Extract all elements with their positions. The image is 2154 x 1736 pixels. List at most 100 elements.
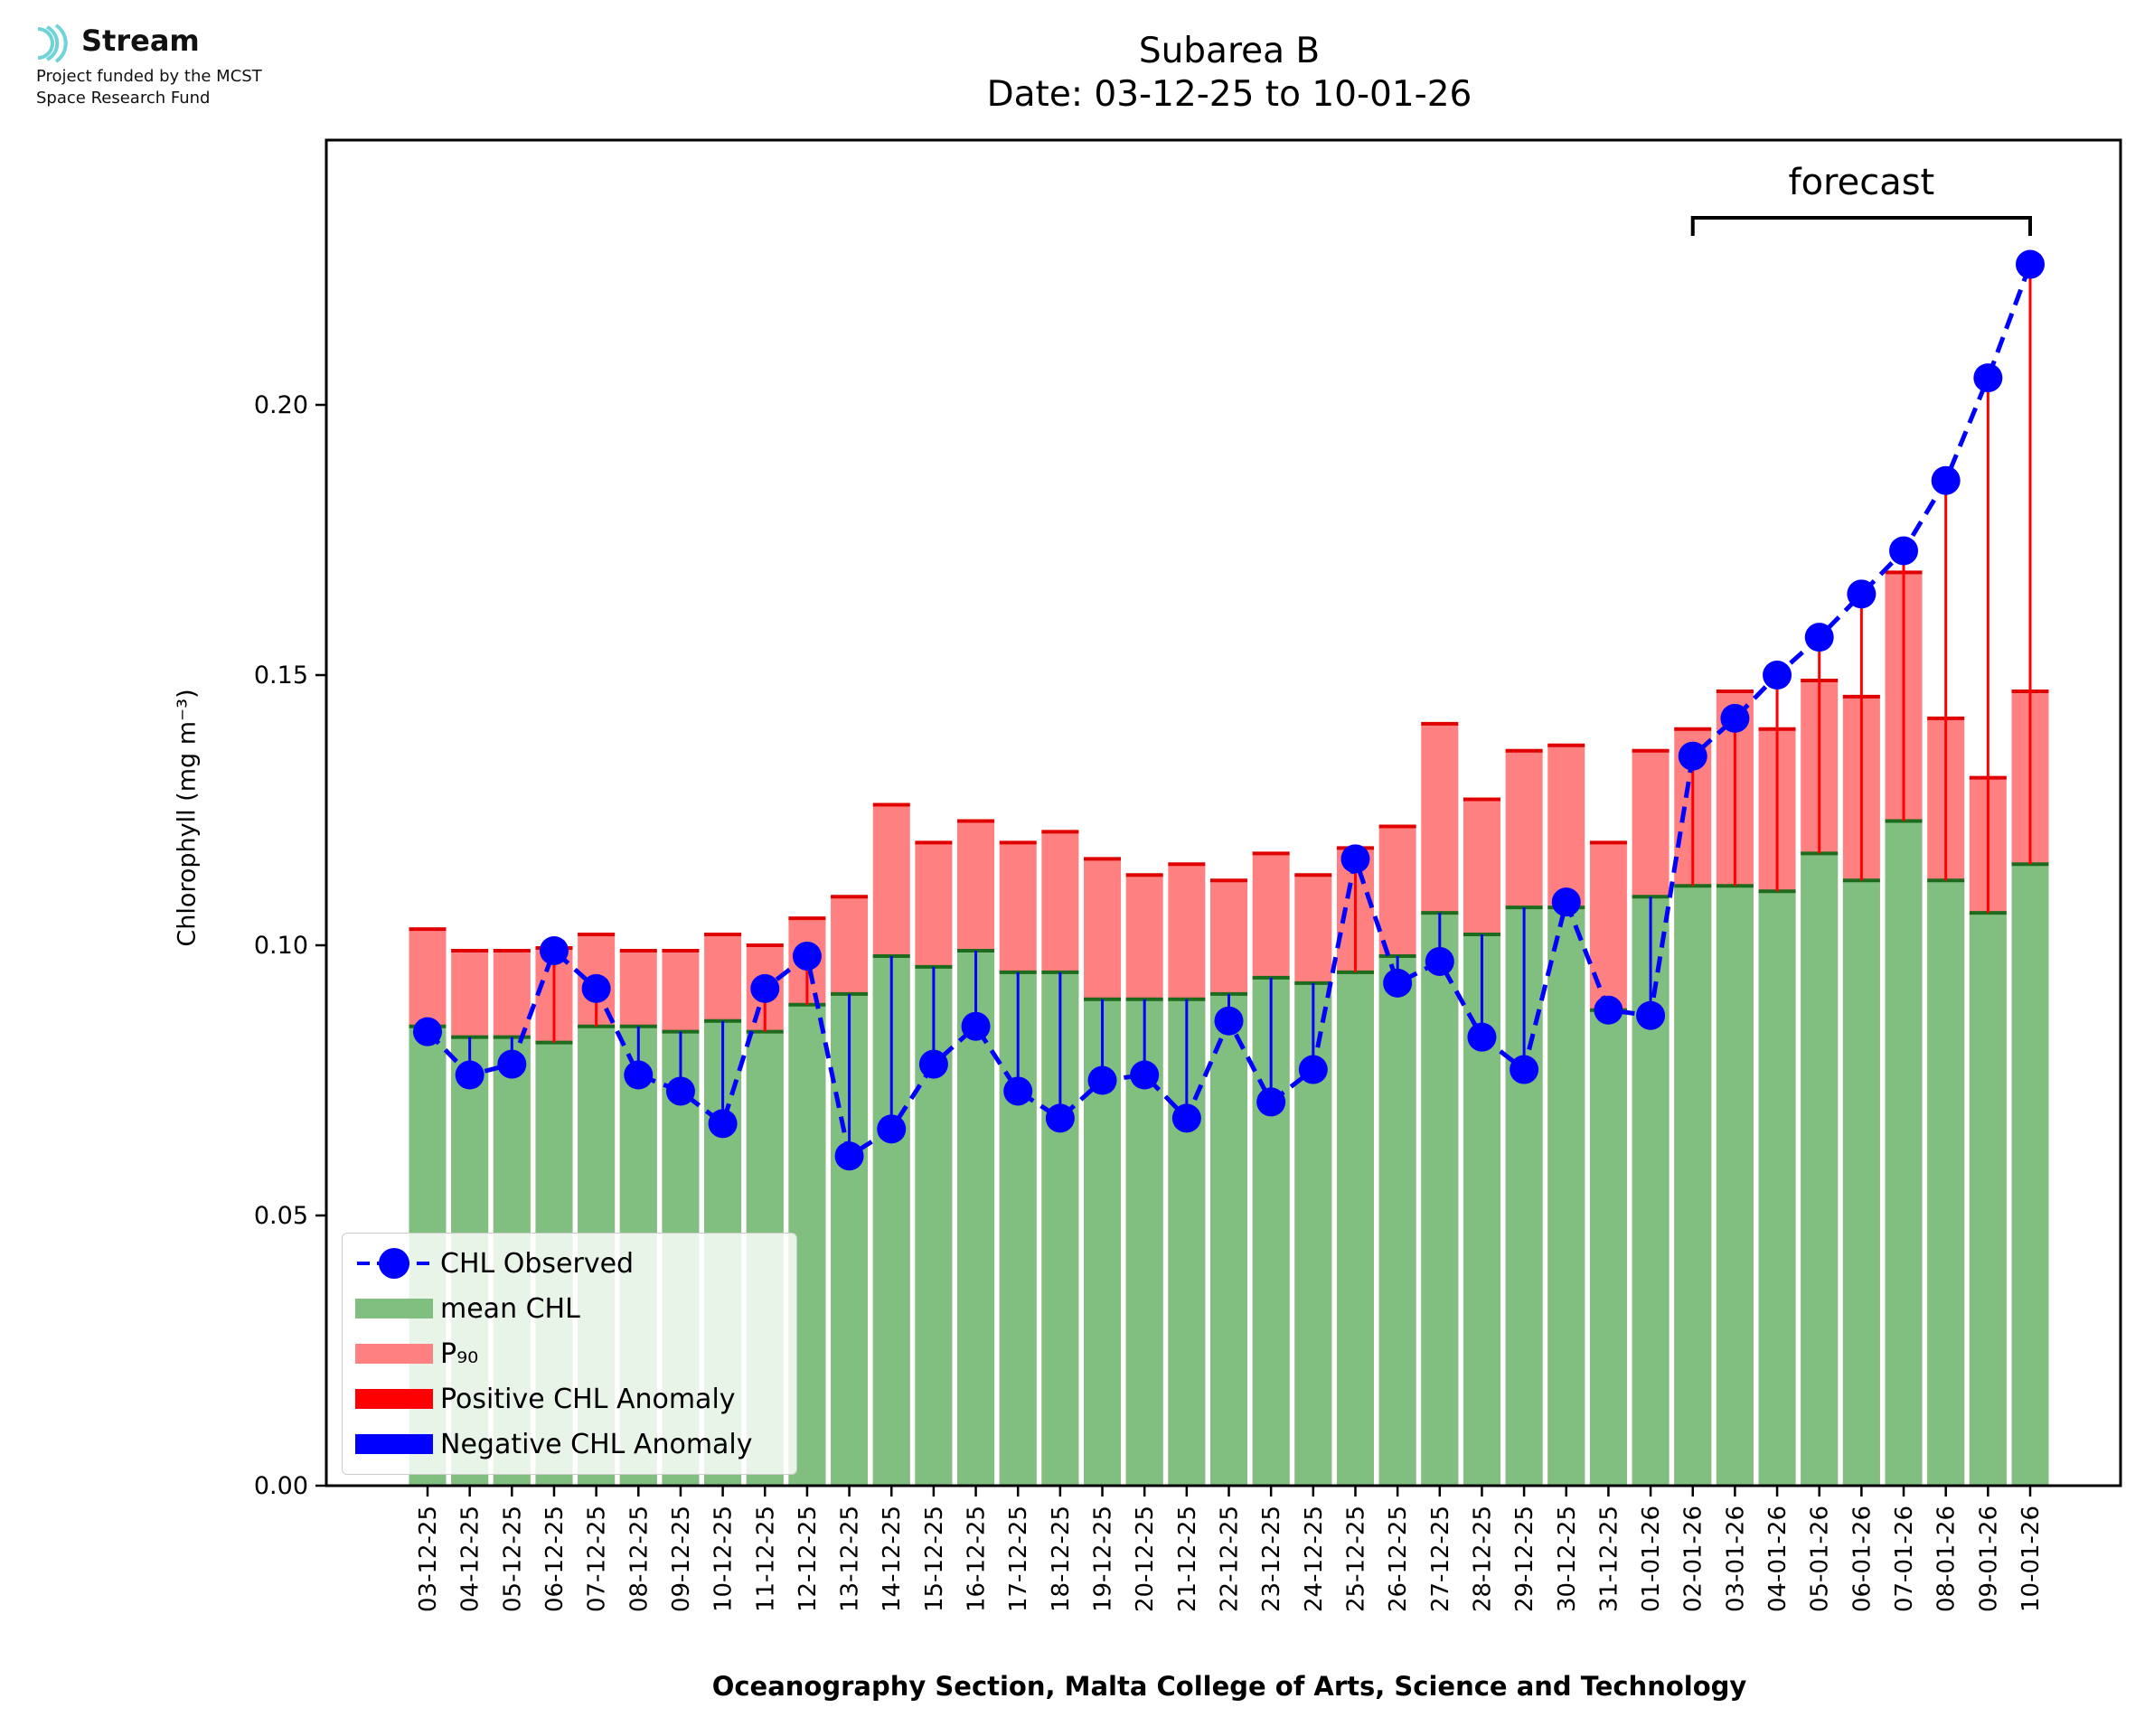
legend-item-negative-anomaly: Negative CHL Anomaly [343, 1422, 796, 1467]
observed-point [1551, 887, 1581, 917]
observed-point [497, 1049, 527, 1079]
observed-point [1383, 968, 1413, 998]
x-tick-label: 15-12-25 [921, 1506, 948, 1612]
y-tick-label: 0.20 [254, 391, 308, 419]
forecast-label: forecast [1788, 162, 1934, 203]
observed-point [1045, 1103, 1075, 1133]
observed-point [1467, 1022, 1497, 1052]
observed-point [1804, 623, 1834, 652]
logo-funding-line-2: Space Research Fund [36, 89, 211, 108]
x-tick-label: 23-12-25 [1258, 1506, 1285, 1612]
x-tick-label: 12-12-25 [795, 1506, 822, 1612]
x-tick-label: 20-12-25 [1132, 1506, 1159, 1612]
x-tick-label: 27-12-25 [1427, 1506, 1454, 1612]
observed-point [1130, 1060, 1160, 1090]
forecast-bracket [1690, 216, 2032, 236]
x-tick-label: 11-12-25 [752, 1506, 779, 1612]
mean-bar [1969, 913, 2007, 1486]
observed-point [1636, 1000, 1666, 1030]
legend-item-chl-observed: CHL Observed [343, 1241, 796, 1286]
legend-item-p90: P₉₀ [343, 1331, 796, 1376]
x-tick-label: 05-12-25 [499, 1506, 526, 1612]
y-tick-label: 0.05 [254, 1202, 308, 1230]
x-tick-label: 08-01-26 [1933, 1506, 1961, 1612]
legend: CHL Observed mean CHL P₉₀ Positive CHL A… [342, 1233, 797, 1475]
logo-name: Stream [81, 23, 200, 58]
observed-point [413, 1017, 442, 1046]
observed-point [1763, 661, 1792, 690]
x-tick-label: 13-12-25 [837, 1506, 864, 1612]
observed-point [750, 973, 780, 1003]
x-tick-label: 04-12-25 [457, 1506, 484, 1612]
observed-point [1256, 1087, 1286, 1117]
stream-waves-icon [37, 23, 68, 63]
x-tick-label: 03-12-25 [415, 1506, 442, 1612]
observed-point [708, 1109, 738, 1139]
plot-frame [325, 138, 2122, 1487]
observed-point [1214, 1006, 1244, 1036]
legend-swatch-negative-anomaly [355, 1434, 433, 1454]
observed-point [455, 1060, 484, 1090]
legend-swatch-positive-anomaly [355, 1389, 433, 1409]
observed-point [1847, 579, 1877, 609]
y-tick-label: 0.15 [254, 662, 308, 690]
mean-bar [1885, 821, 1923, 1486]
legend-swatch-p90 [355, 1344, 433, 1364]
observed-point [1931, 465, 1961, 495]
x-tick-label: 07-01-26 [1891, 1506, 1918, 1612]
mean-bar [1547, 907, 1585, 1486]
observed-point [1425, 946, 1454, 976]
observed-point [1678, 741, 1707, 771]
x-tick-label: 19-12-25 [1090, 1506, 1117, 1612]
observed-point [624, 1060, 654, 1090]
x-tick-label: 09-01-26 [1975, 1506, 2002, 1612]
x-tick-label: 08-12-25 [626, 1506, 653, 1612]
observed-point [581, 973, 611, 1003]
x-axis-label: Oceanography Section, Malta College of A… [711, 1671, 1747, 1702]
mean-bar [1421, 913, 1459, 1486]
x-tick-label: 17-12-25 [1005, 1506, 1032, 1612]
legend-label-negative-anomaly: Negative CHL Anomaly [440, 1429, 753, 1460]
x-tick-label: 24-12-25 [1301, 1506, 1328, 1612]
x-tick-label: 03-01-26 [1722, 1506, 1749, 1612]
x-tick-label: 21-12-25 [1174, 1506, 1201, 1612]
x-tick-label: 16-12-25 [964, 1506, 991, 1612]
mean-bar [1801, 853, 1839, 1486]
observed-point [877, 1114, 907, 1144]
mean-bar [1758, 891, 1796, 1486]
x-tick-label: 04-01-26 [1764, 1506, 1792, 1612]
legend-label-positive-anomaly: Positive CHL Anomaly [440, 1384, 736, 1415]
logo-funding-line-1: Project funded by the MCST [36, 67, 262, 86]
mean-bar [2011, 864, 2049, 1486]
observed-point [1510, 1055, 1539, 1084]
x-tick-label: 30-12-25 [1554, 1506, 1581, 1612]
mean-bar [1378, 955, 1416, 1486]
legend-label-chl-observed: CHL Observed [440, 1248, 635, 1280]
x-tick-label: 25-12-25 [1342, 1506, 1369, 1612]
observed-point [1087, 1065, 1117, 1095]
observed-point [2016, 249, 2045, 279]
legend-swatch-chl-observed [357, 1248, 431, 1279]
observed-point [665, 1076, 695, 1106]
observed-point [1720, 703, 1750, 733]
y-tick-label: 0.10 [254, 932, 308, 960]
x-tick-label: 10-01-26 [2018, 1506, 2045, 1612]
legend-item-mean-chl: mean CHL [343, 1286, 796, 1331]
observed-point [1340, 844, 1370, 874]
y-axis-label: Chlorophyll (mg m⁻³) [173, 689, 202, 947]
observed-point [1889, 536, 1919, 566]
observed-point [961, 1011, 991, 1041]
mean-bar [1336, 971, 1374, 1486]
x-tick-label: 29-12-25 [1511, 1506, 1538, 1612]
observed-point [918, 1049, 948, 1079]
x-tick-label: 18-12-25 [1048, 1506, 1075, 1612]
x-tick-label: 06-01-26 [1848, 1506, 1876, 1612]
observed-point [1973, 363, 2003, 393]
mean-bar [1842, 880, 1880, 1486]
x-tick-label: 02-01-26 [1680, 1506, 1707, 1612]
observed-point [539, 935, 569, 965]
mean-bar [1674, 886, 1712, 1486]
x-tick-label: 07-12-25 [584, 1506, 611, 1612]
y-tick-label: 0.00 [254, 1472, 308, 1500]
